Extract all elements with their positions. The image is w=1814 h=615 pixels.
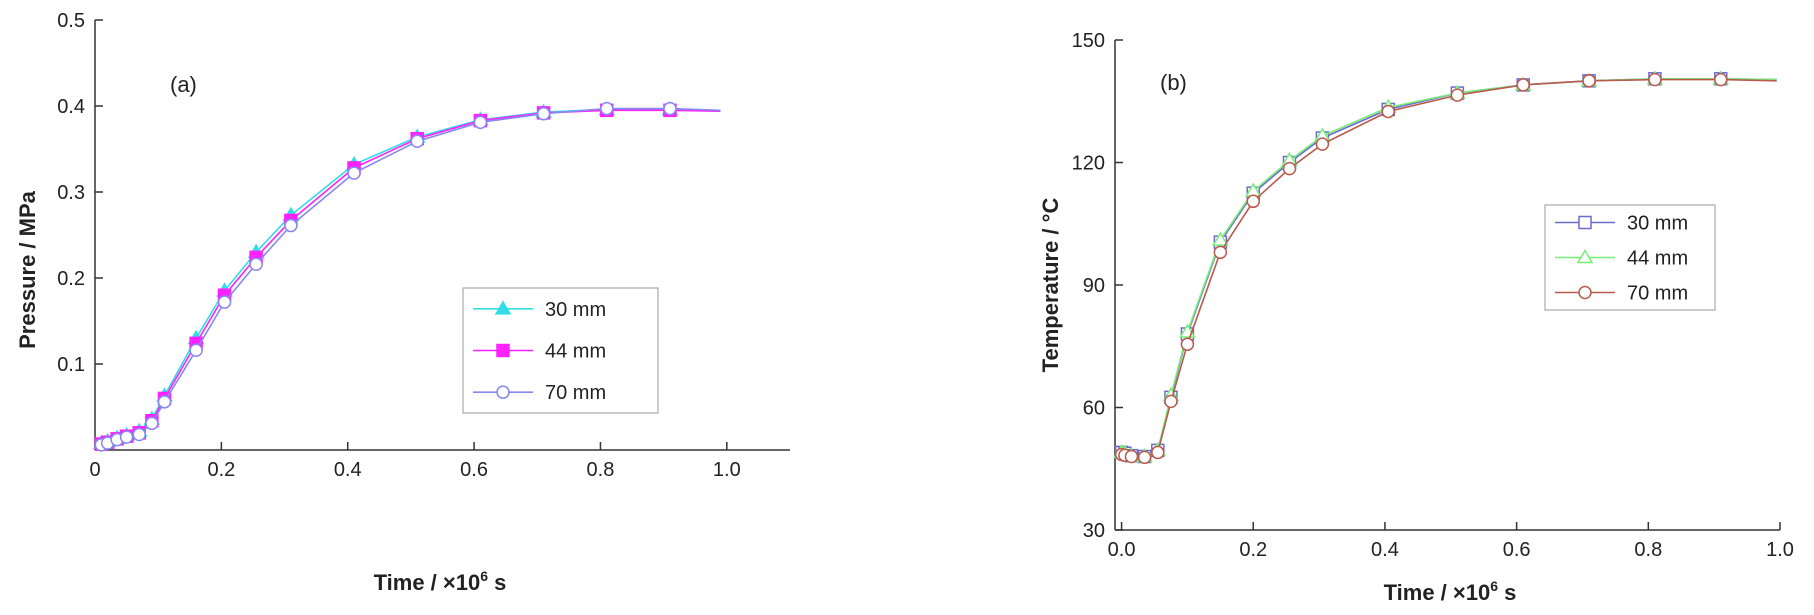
legend-label-a-0: 30 mm xyxy=(545,299,606,321)
series-a-70mm-point-13 xyxy=(473,115,488,130)
series-b-70mm-point-11 xyxy=(1381,104,1395,119)
legend-label-a-2: 70 mm xyxy=(545,382,606,404)
series-a-70mm-point-7 xyxy=(189,343,203,357)
x-tick-label-b-4: 0.8 xyxy=(1634,539,1662,561)
y-tick-label-a-4: 0.5 xyxy=(57,10,85,32)
series-a-70mm-point-14 xyxy=(536,106,551,121)
legend-label-b-2: 70 mm xyxy=(1627,283,1688,305)
chart-panel-a: 0.1 0.2 0.3 0.4 0.5 0 0.2 0.4 0.6 0.8 1.0 (a) Pres… xyxy=(15,10,790,595)
x-tick-label-b-0: 0.0 xyxy=(1108,539,1136,561)
series-a-70mm-point-10 xyxy=(284,218,298,233)
y-tick-label-b-3: 120 xyxy=(1072,153,1105,175)
y-tick-label-a-3: 0.4 xyxy=(57,96,85,118)
x-tick-label-b-5: 1.0 xyxy=(1766,539,1794,561)
series-b-70mm-point-6 xyxy=(1180,337,1195,351)
x-tick-label-a-3: 0.6 xyxy=(460,459,488,481)
legend-b: 30 mm 44 mm 70 mm xyxy=(1544,204,1716,311)
x-tick-label-b-1: 0.2 xyxy=(1239,539,1267,561)
series-a-70mm-point-12 xyxy=(410,134,424,149)
series-b-70mm-point-12 xyxy=(1450,88,1465,102)
x-axis-label-b-mult: ×10 xyxy=(1453,580,1490,605)
y-tick-label-b-0: 30 xyxy=(1083,520,1105,542)
series-a-70mm-point-9 xyxy=(249,257,263,271)
y-axis-label-a: Pressure / MPa xyxy=(15,190,40,349)
x-axis-label-b-pre: Time / xyxy=(1384,580,1453,605)
series-b-70mm-point-10 xyxy=(1315,137,1330,151)
x-axis-label-b: Time / ×106 s xyxy=(1384,578,1517,605)
x-axis-label-a-sup: 6 xyxy=(480,568,488,584)
y-tick-label-a-2: 0.3 xyxy=(57,182,85,204)
plot-area-a xyxy=(95,20,790,520)
series-b-44mm-point-7 xyxy=(1212,231,1229,246)
legend-label-a-1: 44 mm xyxy=(545,341,606,363)
x-axis-label-a-mult: ×10 xyxy=(443,570,480,595)
x-axis-label-a-pre: Time / xyxy=(374,570,443,595)
legend-marker-a-2-point-0 xyxy=(496,385,510,399)
series-b-70mm-point-9 xyxy=(1282,161,1297,176)
series-b-70mm-point-16 xyxy=(1713,72,1728,87)
series-b-70mm-point-15 xyxy=(1648,72,1662,87)
y-tick-label-a-0: 0.1 xyxy=(57,354,85,376)
legend-marker-a-0-point-0 xyxy=(494,300,512,315)
legend-label-b-0: 30 mm xyxy=(1627,213,1688,235)
series-b-70mm-point-7 xyxy=(1213,245,1228,260)
chart-panel-b: 30 60 90 120 150 0.0 0.2 0.4 0.6 0.8 1.0 (b) Tempe… xyxy=(1038,30,1794,605)
legend-marker-b-0-point-0 xyxy=(1578,215,1592,230)
legend-marker-b-2-point-0 xyxy=(1578,285,1592,300)
x-tick-label-a-1: 0.2 xyxy=(207,459,235,481)
series-b-70mm-point-3 xyxy=(1137,450,1152,465)
series-b-70mm-point-13 xyxy=(1516,78,1530,92)
x-axis-label-b-post: s xyxy=(1498,580,1516,605)
x-tick-label-a-5: 1.0 xyxy=(713,459,741,481)
series-b-70mm-point-8 xyxy=(1246,194,1261,209)
legend-marker-a-1-point-0 xyxy=(496,343,510,358)
x-tick-label-a-0: 0 xyxy=(89,459,100,481)
series-b-70mm-point-2 xyxy=(1124,449,1139,464)
x-tick-label-b-3: 0.6 xyxy=(1503,539,1531,561)
y-tick-label-b-4: 150 xyxy=(1072,30,1105,52)
legend-a: 30 mm 44 mm 70 mm xyxy=(462,287,659,414)
series-a-70mm-point-11 xyxy=(347,166,361,180)
legend-label-b-1: 44 mm xyxy=(1627,248,1688,270)
series-a-70mm-point-5 xyxy=(145,416,159,431)
y-tick-label-b-2: 90 xyxy=(1083,275,1105,297)
series-a-70mm-point-3 xyxy=(119,430,134,444)
series-b-70mm-point-4 xyxy=(1151,445,1165,460)
panel-label-b: (b) xyxy=(1160,70,1187,95)
panel-label-a: (a) xyxy=(170,72,197,97)
series-a-70mm-point-4 xyxy=(132,427,146,442)
x-tick-label-b-2: 0.4 xyxy=(1371,539,1399,561)
series-a-70mm-point-6 xyxy=(157,395,172,409)
series-a-70mm-point-16 xyxy=(663,101,677,116)
y-axis-label-b: Temperature / °C xyxy=(1038,198,1063,373)
y-tick-label-b-1: 60 xyxy=(1083,398,1105,420)
x-axis-label-b-sup: 6 xyxy=(1490,578,1498,594)
x-axis-label-a-post: s xyxy=(488,570,506,595)
x-tick-label-a-4: 0.8 xyxy=(587,459,615,481)
x-axis-label-a: Time / ×106 s xyxy=(374,568,507,595)
series-a-70mm-point-8 xyxy=(217,295,232,309)
series-a-70mm-point-15 xyxy=(600,101,614,116)
legend-marker-b-1-point-0 xyxy=(1576,249,1594,264)
y-tick-label-a-1: 0.2 xyxy=(57,268,85,290)
series-b-70mm-point-14 xyxy=(1582,74,1596,88)
series-b-70mm-point-5 xyxy=(1164,394,1178,409)
x-tick-label-a-2: 0.4 xyxy=(334,459,362,481)
